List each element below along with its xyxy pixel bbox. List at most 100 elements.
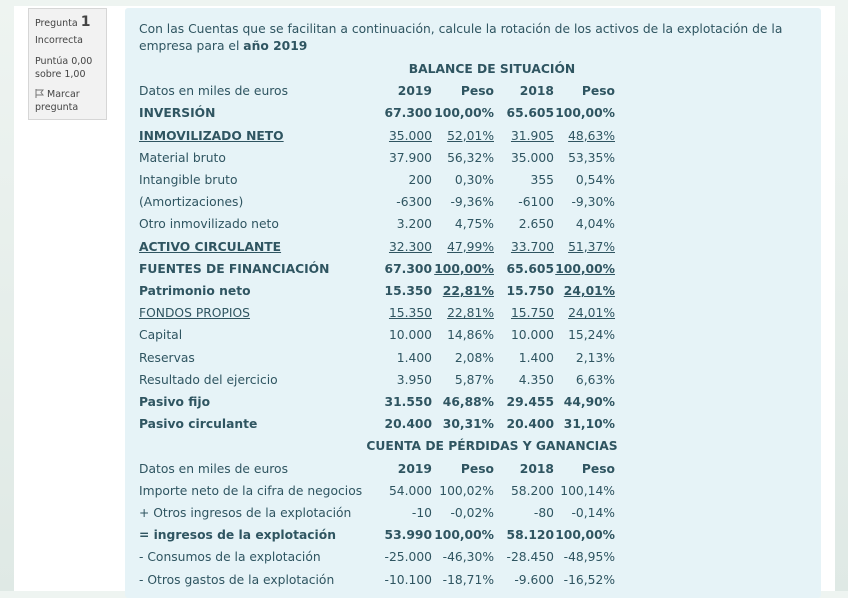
cell: 31.550 [384,395,432,409]
cell: 6,63% [575,372,615,387]
row-label: Pasivo fijo [139,395,211,409]
cell: 14,86% [447,328,494,343]
question-number: Pregunta 1 [35,14,91,30]
cell: 48,63% [568,128,615,143]
flag-label[interactable]: Marcar pregunta [35,89,80,113]
cell: 100,00% [555,106,615,121]
cell: 355 [530,173,554,187]
cell: 15.350 [388,306,432,321]
cell: 3.200 [396,217,432,232]
cell: 20.400 [384,417,432,432]
cell: 100,00% [555,528,615,543]
cell: 2019 [397,461,432,476]
cell: Peso [581,84,615,99]
cell: 2,08% [454,350,494,365]
cell: 5,87% [454,372,494,387]
cell: -9,30% [571,195,615,210]
cell: 24,01% [563,284,615,298]
cell: 4,04% [575,217,615,232]
cell: -10.100 [384,572,432,587]
cell: 47,99% [447,239,494,254]
row-label: (Amortizaciones) [139,195,244,210]
cell: 1.400 [396,350,432,365]
cell: -10 [411,506,432,520]
cell: 31,10% [563,417,615,432]
cell: 51,37% [568,239,615,254]
row-label: Datos en miles de euros [139,461,288,476]
cell: 200 [408,173,432,187]
cell: 53.990 [384,528,432,543]
cell: 10.000 [510,328,554,343]
question-text: Con las Cuentas que se facilitan a conti… [139,21,799,54]
cell: 2019 [397,84,432,99]
cell: 100,00% [434,528,494,543]
row-label: Intangible bruto [139,173,238,187]
flag-question[interactable]: Marcar pregunta [35,88,103,114]
cell: 100,00% [434,261,494,276]
cell: 24,01% [568,306,615,321]
cell: 29.455 [506,395,554,409]
cell: -48,95% [563,550,615,565]
label: Pregunta [35,18,78,29]
cell: 2.650 [518,217,554,232]
section-heading: CUENTA DE PÉRDIDAS Y GANANCIAS [366,439,618,454]
cell: 52,01% [447,128,494,143]
cell: 100,14% [560,483,615,498]
cell: 32.300 [388,239,432,254]
cell: 2018 [519,84,554,99]
cell: Peso [460,461,494,476]
cell: 15.350 [384,284,432,298]
cell: 4,75% [454,217,494,232]
cell: -25.000 [384,550,432,565]
row-label: Material bruto [139,150,226,165]
cell: 65.605 [506,106,554,121]
cell: -6100 [518,195,554,210]
cell: 35.000 [510,150,554,165]
cell: 31.905 [510,128,554,143]
row-label: Capital [139,328,183,343]
cell: 30,31% [442,417,494,432]
cell: 15.750 [506,284,554,298]
flag-icon [35,89,45,98]
cell: Peso [581,461,615,476]
section-heading: BALANCE DE SITUACIÓN [408,62,576,76]
cell: Peso [460,84,494,99]
row-label: INVERSIÓN [139,106,216,121]
row-label: - Otros gastos de la explotación [139,572,335,587]
question-box: Con las Cuentas que se facilitan a conti… [125,8,821,598]
cell: 2,13% [575,350,615,365]
cell: 58.120 [506,528,554,543]
question-info: Pregunta 1 Incorrecta Puntúa 0,00 sobre … [28,8,107,120]
row-label: FONDOS PROPIOS [139,306,250,321]
cell: 65.605 [506,261,554,276]
cell: 15,24% [568,328,615,343]
cell: -0,14% [571,506,615,520]
cell: 0,54% [575,173,615,187]
cell: 4.350 [518,372,554,387]
text: Con las Cuentas que se facilitan a conti… [139,22,783,53]
cell: 2018 [519,461,554,476]
cell: -0,02% [450,506,494,520]
cell: 46,88% [442,395,494,409]
cell: 56,32% [447,150,494,165]
cell: -46,30% [442,550,494,565]
row-label: = ingresos de la explotación [139,528,336,543]
row-label: Otro inmovilizado neto [139,217,279,232]
cell: 1.400 [518,350,554,365]
row-label: Importe neto de la cifra de negocios [139,483,363,498]
row-label: Datos en miles de euros [139,84,288,99]
cell: 54.000 [388,483,432,498]
cell: 67.300 [384,106,432,121]
cell: -18,71% [442,572,494,587]
cell: 37.900 [388,150,432,165]
cell: 10.000 [388,328,432,343]
cell: 15.750 [510,306,554,321]
cell: -16,52% [563,572,615,587]
cell: 100,02% [439,483,494,498]
cell: 33.700 [510,239,554,254]
row-label: INMOVILIZADO NETO [139,128,284,143]
cell: -28.450 [506,550,554,565]
cell: 20.400 [506,417,554,432]
cell: -9.600 [514,572,554,587]
cell: -6300 [396,195,432,210]
